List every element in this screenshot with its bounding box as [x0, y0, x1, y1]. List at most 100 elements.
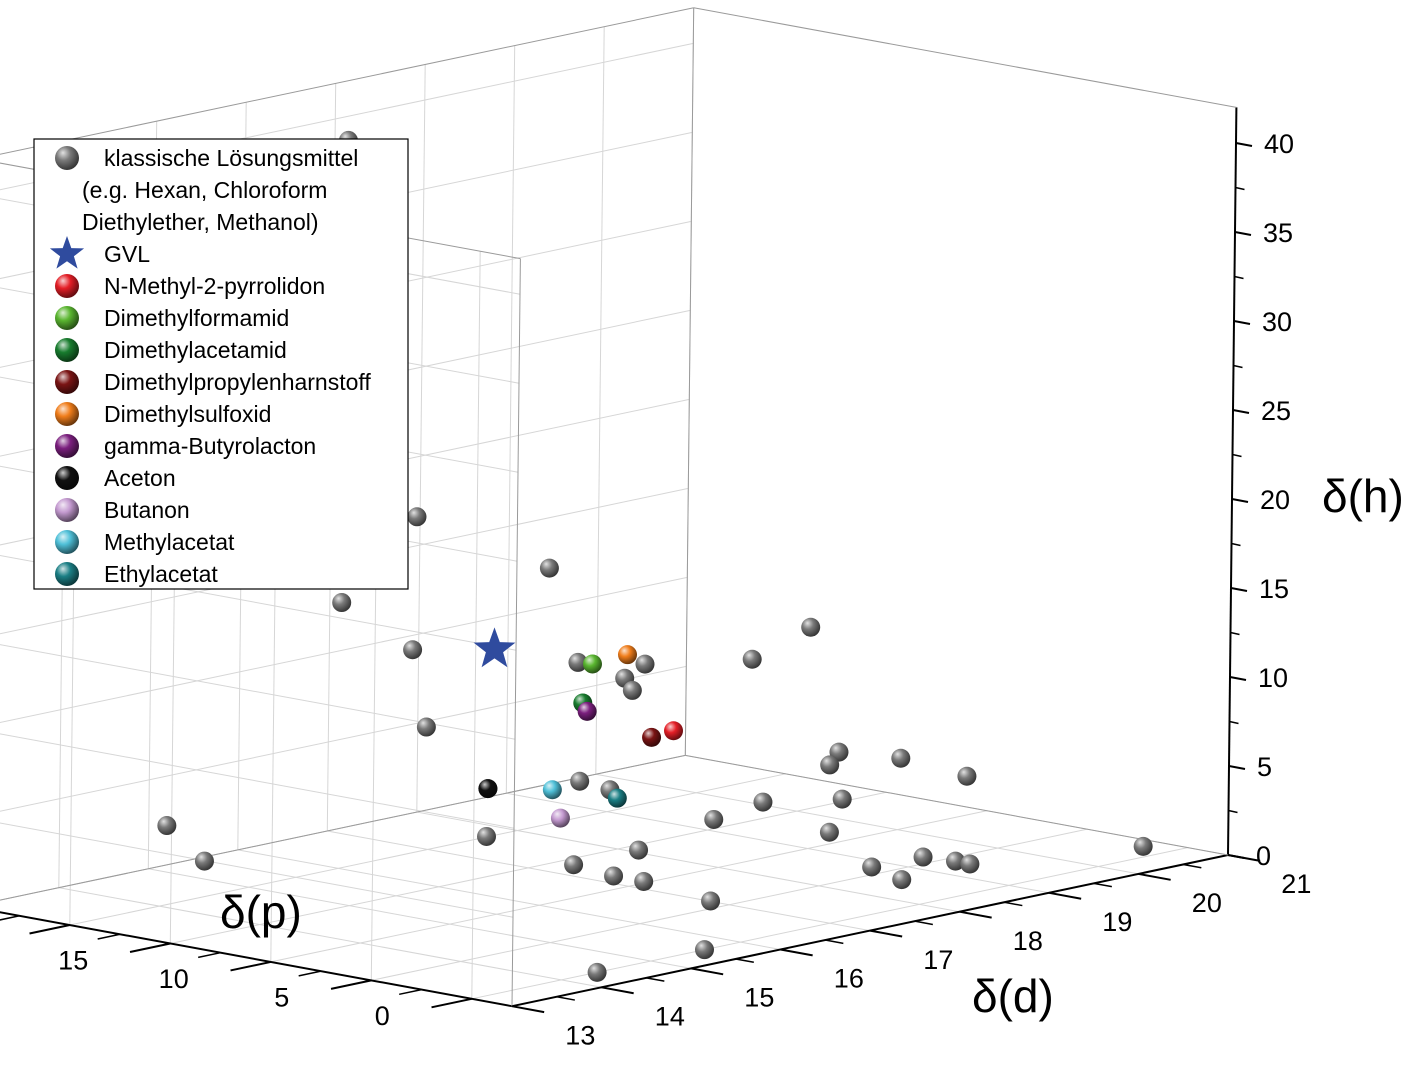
z-tick: [1230, 587, 1248, 592]
x-tick-label: 18: [1013, 926, 1043, 956]
data-points: [157, 130, 1153, 982]
z-minor-tick: [1231, 542, 1241, 547]
z-minor-tick: [1230, 631, 1240, 636]
y-tick-label: 0: [375, 1001, 390, 1031]
y-tick-label: 5: [274, 982, 289, 1012]
data-point: [564, 855, 584, 875]
data-point-star: [473, 627, 516, 668]
data-point: [587, 962, 607, 982]
x-tick: [869, 929, 903, 938]
grid-line: [371, 828, 1088, 981]
x-tick-label: 19: [1102, 907, 1132, 937]
data-point: [550, 808, 570, 828]
x-tick: [690, 967, 724, 976]
data-point: [194, 851, 214, 871]
legend-label: Ethylacetat: [104, 561, 218, 587]
grid-line: [69, 773, 786, 926]
legend-label: Dimethylsulfoxid: [104, 401, 271, 427]
z-tick-label: 15: [1259, 574, 1289, 604]
z-minor-tick: [1232, 453, 1242, 458]
z-tick: [1232, 409, 1250, 414]
z-tick-label: 10: [1258, 663, 1288, 693]
data-point: [695, 940, 714, 960]
x-tick: [511, 1005, 545, 1014]
frame-edge: [0, 754, 686, 901]
grid-line: [0, 644, 516, 740]
grid-line: [416, 811, 960, 913]
data-point: [582, 654, 602, 674]
y-minor-tick: [97, 933, 121, 940]
z-tick-label: 30: [1262, 307, 1292, 337]
data-point: [542, 780, 562, 800]
z-axis-title: δ(h): [1322, 470, 1404, 522]
y-minor-tick: [399, 988, 422, 996]
y-minor-tick: [298, 970, 322, 977]
data-point: [801, 617, 821, 637]
z-minor-tick: [1233, 364, 1243, 369]
grid-line: [506, 792, 1050, 894]
legend-label: Dimethylacetamid: [104, 337, 287, 363]
grid-line: [327, 830, 871, 932]
grid-line: [471, 251, 481, 999]
y-tick: [230, 960, 272, 972]
frame-edge: [685, 754, 1229, 856]
data-point: [642, 727, 662, 747]
x-minor-tick: [825, 939, 844, 945]
legend-label: GVL: [104, 241, 150, 267]
legend-marker: [55, 402, 79, 426]
grid-line: [0, 576, 688, 724]
data-point: [618, 645, 637, 665]
x-tick-label: 13: [565, 1020, 595, 1050]
data-point: [701, 891, 721, 911]
data-point: [332, 593, 352, 613]
x-tick-label: 17: [923, 945, 953, 975]
x-minor-tick: [914, 920, 933, 926]
data-point: [604, 866, 624, 886]
data-point: [570, 771, 590, 791]
grid-line: [148, 868, 692, 969]
legend-marker: [55, 466, 79, 490]
data-point: [403, 640, 423, 660]
data-point: [819, 822, 839, 842]
legend-marker-star: [49, 236, 85, 269]
data-point: [607, 788, 627, 808]
legend-label: Dimethylformamid: [104, 305, 289, 331]
y-tick: [29, 924, 71, 935]
data-point: [539, 558, 559, 578]
z-minor-tick: [1234, 275, 1244, 280]
x-minor-tick: [735, 958, 754, 964]
y-minor-tick: [198, 951, 221, 959]
legend-label-line2: (e.g. Hexan, Chloroform: [82, 177, 327, 203]
grid-line: [58, 887, 602, 988]
z-tick: [1229, 676, 1247, 681]
x-minor-tick: [556, 996, 575, 1001]
grid-line: [270, 810, 987, 963]
z-minor-tick: [1228, 809, 1238, 814]
data-point: [862, 857, 882, 877]
data-point: [634, 871, 654, 891]
grid-line: [237, 849, 781, 950]
legend-marker: [55, 370, 79, 394]
axis-ticks: 1314151617181920210510152025051015202530…: [0, 129, 1311, 1050]
grid-line: [0, 733, 515, 829]
legend-label: Dimethylpropylenharnstoff: [104, 369, 371, 395]
data-point: [891, 748, 911, 768]
z-tick: [1228, 765, 1246, 770]
z-tick-label: 35: [1263, 218, 1293, 248]
y-tick: [330, 979, 372, 990]
z-tick-label: 20: [1260, 485, 1290, 515]
data-point: [960, 854, 980, 874]
data-point: [1133, 836, 1153, 856]
frame-edge: [684, 7, 695, 756]
legend-box: [33, 138, 409, 590]
x-minor-tick: [1183, 863, 1202, 869]
legend-marker: [55, 306, 79, 330]
data-point: [407, 507, 427, 527]
grid-line: [416, 64, 426, 813]
x-minor-tick: [1004, 901, 1023, 907]
y-axis-title: δ(p): [220, 886, 302, 938]
frame-edge: [693, 7, 1237, 108]
x-minor-tick: [646, 977, 665, 982]
y-minor-tick: [0, 915, 20, 921]
data-point: [946, 851, 965, 871]
